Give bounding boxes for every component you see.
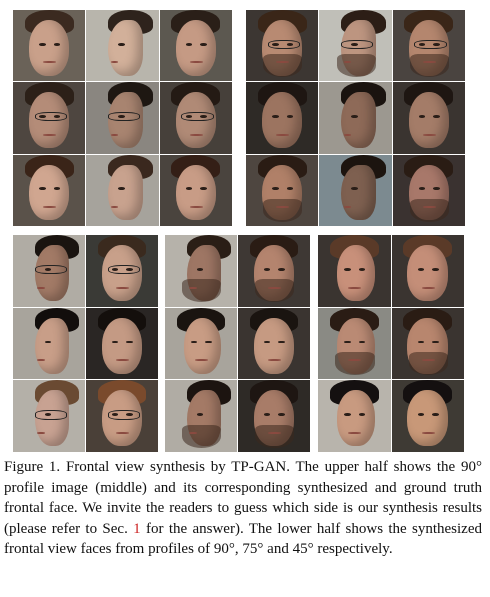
face-photo [13, 10, 86, 82]
lower-right-face-grid [318, 235, 464, 452]
face-photo [13, 82, 86, 154]
face-photo [318, 235, 391, 307]
face-photo [159, 154, 232, 226]
face-photo [86, 307, 158, 380]
face-photo [159, 82, 232, 154]
lower-middle-face-grid [165, 235, 310, 452]
face-photo [318, 307, 391, 380]
face-photo [318, 380, 391, 452]
figure-caption: Figure 1. Frontal view synthesis by TP-G… [4, 457, 482, 560]
caption-text-1: Figure 1. Frontal view synthesis by TP-G… [4, 459, 482, 537]
face-photo [86, 10, 159, 82]
section-reference-link[interactable]: 1 [133, 520, 141, 537]
face-photo [319, 154, 392, 226]
face-photo [319, 10, 392, 82]
face-photo [86, 154, 159, 226]
face-photo [391, 307, 464, 380]
face-photo [392, 82, 465, 154]
face-photo [165, 380, 237, 452]
face-photo [391, 380, 464, 452]
face-photo [86, 235, 158, 307]
face-photo [13, 307, 85, 380]
lower-left-face-grid [13, 235, 158, 452]
face-photo [391, 235, 464, 307]
face-photo [13, 380, 85, 452]
face-photo [238, 235, 310, 307]
face-photo [165, 235, 237, 307]
face-photo [392, 154, 465, 226]
face-photo [238, 307, 310, 380]
upper-right-face-grid [246, 10, 465, 226]
face-photo [159, 10, 232, 82]
face-photo [86, 82, 159, 154]
face-photo [13, 154, 86, 226]
face-photo [392, 10, 465, 82]
face-photo [238, 380, 310, 452]
face-photo [13, 235, 85, 307]
caption-text-2: for the answer). The lower half shows th… [4, 520, 482, 558]
face-photo [319, 82, 392, 154]
upper-left-face-grid [13, 10, 232, 226]
face-photo [165, 307, 237, 380]
face-photo [246, 154, 319, 226]
face-photo [246, 82, 319, 154]
face-photo [246, 10, 319, 82]
face-photo [86, 380, 158, 452]
